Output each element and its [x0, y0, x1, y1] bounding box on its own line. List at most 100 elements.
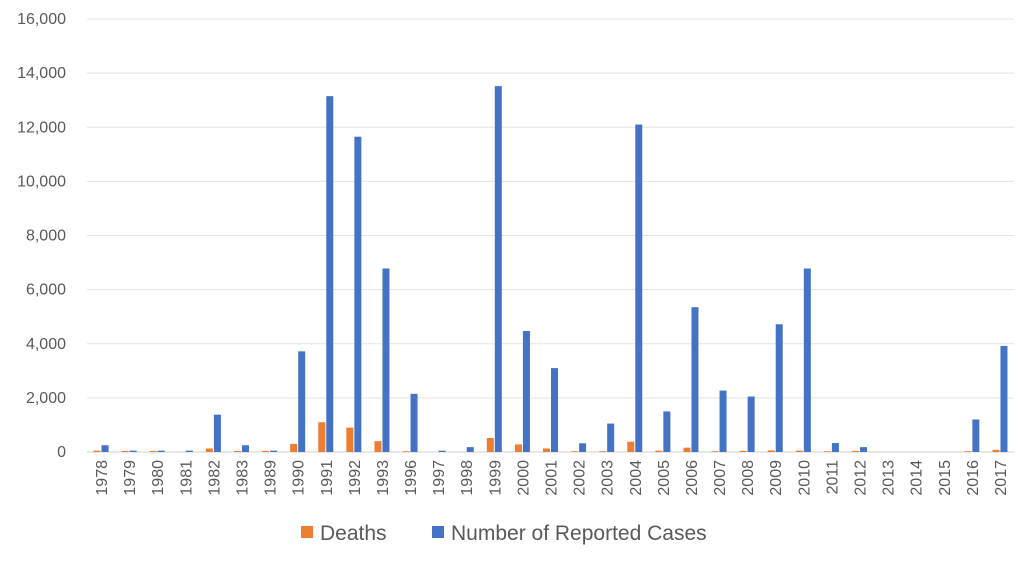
- y-axis-ticks: 0 2,000 4,000 6,000 8,000 10,000 12,000 14,000 1…: [17, 11, 66, 461]
- x-tick-label: 1990: [291, 460, 308, 496]
- x-tick-label: 2002: [572, 460, 589, 496]
- bar-reported-cases-2002: [579, 443, 587, 452]
- y-tick-label: 6,000: [26, 282, 66, 299]
- bar-deaths-1979: [121, 450, 129, 452]
- x-tick-label: 1998: [459, 460, 476, 496]
- bar-deaths-2002: [571, 451, 579, 452]
- bar-reported-cases-1982: [213, 414, 221, 452]
- x-tick-label: 1996: [403, 460, 420, 496]
- x-tick-label: 1980: [150, 460, 167, 496]
- x-tick-label: 1983: [235, 460, 252, 496]
- x-tick-label: 2007: [712, 460, 729, 496]
- bar-reported-cases-2005: [663, 411, 671, 452]
- x-tick-label: 1979: [122, 460, 139, 496]
- bar-reported-cases-1983: [242, 445, 249, 452]
- bar-reported-cases-2017: [1000, 345, 1008, 452]
- bar-deaths-1982: [205, 448, 213, 452]
- x-tick-label: 1999: [487, 460, 504, 496]
- x-tick-label: 2014: [909, 460, 926, 496]
- gridlines: [87, 18, 1014, 453]
- bar-reported-cases-1998: [466, 447, 474, 452]
- bar-reported-cases-2006: [691, 307, 699, 452]
- y-tick-label: 12,000: [17, 119, 66, 136]
- bar-deaths-2010: [795, 450, 803, 452]
- y-tick-label: 8,000: [26, 228, 66, 245]
- x-tick-label: 2012: [853, 460, 870, 496]
- bar-reported-cases-1996: [410, 393, 418, 452]
- bar-reported-cases-2000: [522, 331, 530, 452]
- bar-deaths-1992: [346, 427, 354, 452]
- bar-reported-cases-2008: [747, 396, 755, 452]
- bar-reported-cases-2011: [831, 443, 839, 452]
- bar-deaths-2011: [823, 451, 831, 452]
- bar-deaths-1989: [262, 450, 270, 452]
- bar-deaths-1980: [149, 450, 157, 452]
- x-tick-label: 2011: [824, 460, 841, 495]
- bar-reported-cases-1991: [326, 96, 334, 453]
- y-tick-label: 10,000: [17, 173, 66, 190]
- x-tick-label: 2009: [768, 460, 785, 496]
- bars: [93, 86, 1008, 453]
- bar-reported-cases-2009: [775, 324, 783, 452]
- bar-deaths-2004: [627, 441, 635, 452]
- y-tick-label: 16,000: [17, 11, 66, 28]
- bar-reported-cases-2004: [635, 124, 643, 452]
- legend-label-deaths: Deaths: [320, 522, 387, 545]
- x-tick-label: 1993: [375, 460, 392, 496]
- bar-deaths-2005: [655, 450, 663, 452]
- bar-reported-cases-2016: [972, 419, 980, 452]
- bar-reported-cases-2007: [719, 390, 727, 452]
- bar-reported-cases-1978: [101, 445, 109, 452]
- bar-reported-cases-1997: [438, 450, 446, 452]
- bar-reported-cases-1980: [157, 450, 165, 452]
- bar-deaths-1991: [318, 422, 326, 452]
- x-tick-label: 2013: [881, 460, 898, 496]
- bar-reported-cases-2001: [551, 368, 558, 452]
- x-tick-label: 1991: [319, 460, 336, 496]
- bar-reported-cases-1981: [185, 450, 193, 452]
- bar-deaths-2009: [767, 450, 775, 452]
- bar-reported-cases-1999: [494, 86, 502, 453]
- x-tick-label: 1997: [431, 460, 448, 496]
- x-tick-label: 2003: [600, 460, 617, 496]
- x-tick-label: 2005: [656, 460, 673, 496]
- x-tick-label: 1978: [94, 460, 111, 496]
- bar-deaths-1993: [374, 441, 382, 452]
- bar-reported-cases-1989: [270, 450, 278, 452]
- legend: Deaths Number of Reported Cases: [301, 522, 707, 545]
- bar-deaths-2012: [852, 450, 859, 452]
- bar-deaths-2006: [683, 447, 691, 452]
- x-tick-label: 2017: [993, 460, 1010, 496]
- x-tick-label: 2015: [937, 460, 954, 496]
- x-tick-label: 1989: [263, 460, 280, 496]
- x-tick-label: 2000: [515, 460, 532, 496]
- legend-label-reported-cases: Number of Reported Cases: [451, 522, 707, 545]
- bar-reported-cases-2003: [607, 423, 615, 452]
- bar-deaths-2003: [599, 451, 607, 452]
- x-tick-label: 1992: [347, 460, 364, 496]
- x-tick-label: 2001: [544, 460, 561, 496]
- x-tick-label: 2010: [796, 460, 813, 496]
- y-tick-label: 14,000: [17, 65, 66, 82]
- bar-deaths-2007: [711, 451, 719, 452]
- bar-deaths-1999: [486, 437, 494, 452]
- y-tick-label: 2,000: [26, 390, 66, 407]
- bar-deaths-2016: [964, 451, 972, 452]
- x-tick-label: 2004: [628, 460, 645, 496]
- x-tick-label: 2008: [740, 460, 757, 496]
- x-axis-ticks: 1978 1979 1980 1981 1982 1983 1989 1990 1991 1992…: [94, 460, 1010, 496]
- bar-deaths-2000: [514, 444, 522, 452]
- bar-reported-cases-1990: [298, 351, 306, 452]
- bar-deaths-1983: [234, 450, 241, 452]
- bar-reported-cases-1979: [129, 450, 137, 452]
- x-tick-label: 1981: [178, 460, 195, 496]
- bar-deaths-1996: [402, 451, 410, 452]
- bar-deaths-1990: [290, 443, 298, 452]
- bar-reported-cases-1992: [354, 136, 362, 453]
- bar-deaths-2017: [992, 449, 1000, 452]
- y-tick-label: 4,000: [26, 336, 66, 353]
- x-tick-label: 2016: [965, 460, 982, 496]
- x-tick-label: 1982: [206, 460, 223, 496]
